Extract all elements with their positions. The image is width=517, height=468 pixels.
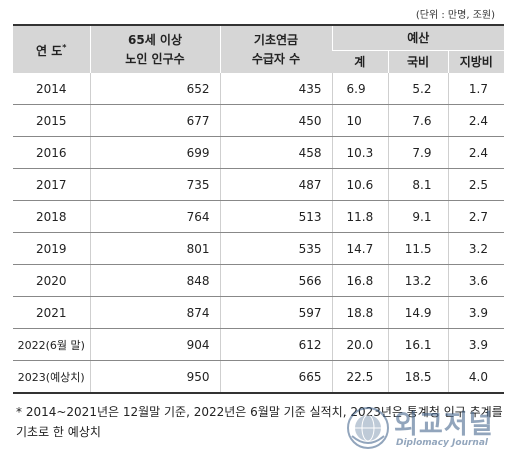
cell-year: 2017: [13, 168, 90, 201]
cell-rec: 487: [219, 168, 332, 201]
header-budget: 예산: [331, 24, 504, 51]
cell-year: 2016: [13, 136, 90, 169]
cell-total: 22.5: [331, 360, 388, 394]
watermark-subtitle: Diplomacy Journal: [396, 438, 488, 448]
cell-local: 3.9: [447, 296, 504, 329]
cell-year: 2021: [13, 296, 90, 329]
cell-year: 2022(6월 말): [13, 328, 90, 361]
cell-year: 2014: [13, 73, 90, 105]
cell-total: 18.8: [331, 296, 388, 329]
cell-rec: 458: [219, 136, 332, 169]
table-row: 2023(예상치) 950 665 22.5 18.5 4.0: [13, 360, 504, 394]
cell-total: 14.7: [331, 232, 388, 265]
cell-pop: 677: [89, 104, 220, 137]
header-pop-line1: 65세 이상: [128, 32, 182, 47]
header-national: 국비: [387, 50, 448, 73]
table-row: 2019 801 535 14.7 11.5 3.2: [13, 232, 504, 265]
cell-pop: 764: [89, 200, 220, 233]
footnote: * 2014~2021년은 12월말 기준, 2022년은 6월말 기준 실적치…: [16, 405, 503, 439]
header-pop-line2: 노인 인구수: [125, 51, 185, 66]
cell-total: 10.6: [331, 168, 388, 201]
unit-note: (단위 : 만명, 조원): [415, 10, 495, 21]
table-row: 2021 874 597 18.8 14.9 3.9: [13, 296, 504, 329]
table-row: 2020 848 566 16.8 13.2 3.6: [13, 264, 504, 297]
globe-seal-icon: [347, 407, 389, 449]
cell-national: 13.2: [387, 264, 448, 297]
header-year: 연 도*: [13, 24, 90, 73]
header-local: 지방비: [447, 50, 504, 73]
cell-total: 16.8: [331, 264, 388, 297]
cell-national: 9.1: [387, 200, 448, 233]
cell-total: 10: [331, 104, 388, 137]
table-row: 2018 764 513 11.8 9.1 2.7: [13, 200, 504, 233]
cell-pop: 874: [89, 296, 220, 329]
pension-table: 연 도* 65세 이상 노인 인구수 기초연금 수급자 수 예산 계 국비 지방비 …: [13, 24, 504, 394]
cell-national: 7.9: [387, 136, 448, 169]
cell-rec: 597: [219, 296, 332, 329]
cell-rec: 513: [219, 200, 332, 233]
cell-rec: 450: [219, 104, 332, 137]
cell-year: 2020: [13, 264, 90, 297]
cell-total: 11.8: [331, 200, 388, 233]
cell-local: 3.6: [447, 264, 504, 297]
header-total: 계: [332, 50, 388, 73]
cell-local: 2.5: [447, 168, 504, 201]
cell-national: 7.6: [387, 104, 448, 137]
cell-year: 2015: [13, 104, 90, 137]
cell-pop: 699: [89, 136, 220, 169]
cell-rec: 535: [219, 232, 332, 265]
cell-year: 2018: [13, 200, 90, 233]
cell-national: 5.2: [387, 73, 448, 105]
table-row: 2017 735 487 10.6 8.1 2.5: [13, 168, 504, 201]
cell-pop: 904: [89, 328, 220, 361]
cell-pop: 848: [89, 264, 220, 297]
table-row: 2015 677 450 10 7.6 2.4: [13, 104, 504, 137]
watermark-logo: 외교저널 Diplomacy Journal: [340, 400, 510, 460]
table-row: 2016 699 458 10.3 7.9 2.4: [13, 136, 504, 169]
cell-rec: 435: [219, 73, 332, 105]
cell-pop: 801: [89, 232, 220, 265]
cell-local: 3.2: [447, 232, 504, 265]
cell-pop: 735: [89, 168, 220, 201]
cell-rec: 612: [219, 328, 332, 361]
cell-local: 3.9: [447, 328, 504, 361]
cell-total: 6.9: [331, 73, 388, 105]
header-rec-line2: 수급자 수: [251, 51, 301, 66]
cell-pop: 950: [89, 360, 220, 394]
cell-rec: 566: [219, 264, 332, 297]
cell-total: 20.0: [331, 328, 388, 361]
cell-local: 2.4: [447, 136, 504, 169]
cell-local: 2.7: [447, 200, 504, 233]
cell-national: 11.5: [387, 232, 448, 265]
header-rec-line1: 기초연금: [253, 32, 299, 47]
header-year-mark: *: [62, 43, 67, 52]
cell-pop: 652: [89, 73, 220, 105]
cell-local: 2.4: [447, 104, 504, 137]
table-row: 2014 652 435 6.9 5.2 1.7: [13, 73, 504, 105]
table-row: 2022(6월 말) 904 612 20.0 16.1 3.9: [13, 328, 504, 361]
cell-national: 16.1: [387, 328, 448, 361]
watermark-title: 외교저널: [394, 410, 494, 440]
cell-local: 1.7: [447, 73, 504, 105]
cell-national: 18.5: [387, 360, 448, 394]
cell-national: 14.9: [387, 296, 448, 329]
cell-year: 2023(예상치): [13, 360, 90, 394]
cell-local: 4.0: [447, 360, 504, 394]
cell-total: 10.3: [331, 136, 388, 169]
cell-year: 2019: [13, 232, 90, 265]
cell-rec: 665: [219, 360, 332, 394]
cell-national: 8.1: [387, 168, 448, 201]
